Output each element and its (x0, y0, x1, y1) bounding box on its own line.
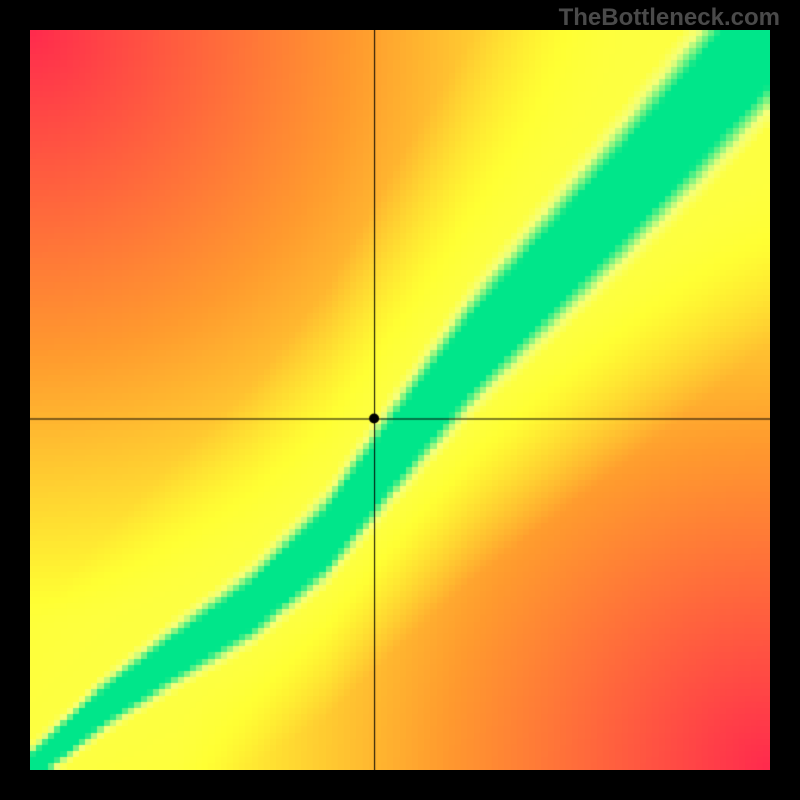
chart-container: { "watermark": "TheBottleneck.com", "can… (0, 0, 800, 800)
bottleneck-heatmap (30, 30, 770, 770)
watermark-text: TheBottleneck.com (559, 4, 780, 32)
